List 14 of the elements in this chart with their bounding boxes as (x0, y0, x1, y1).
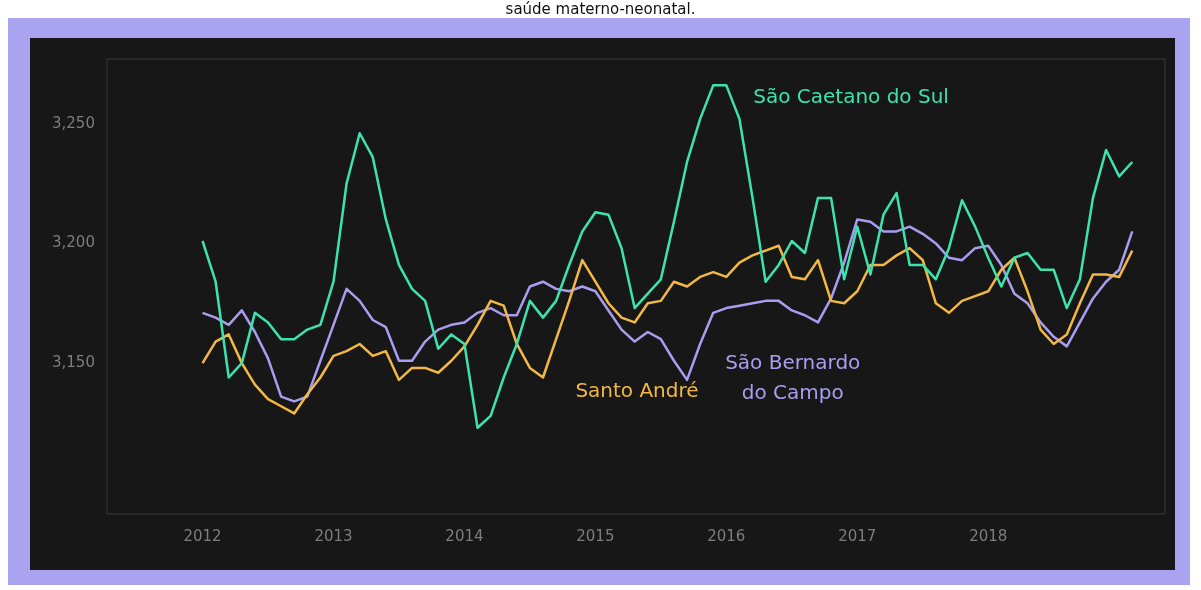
x-tick-label: 2014 (445, 526, 484, 545)
series-label: São Bernardo do Campo (725, 350, 861, 405)
x-tick-label: 2016 (707, 526, 746, 545)
y-tick-label: 3,250 (51, 113, 95, 132)
y-tick-label: 3,200 (51, 233, 95, 252)
y-tick-label: 3,150 (51, 353, 95, 372)
x-tick-label: 2018 (969, 526, 1008, 545)
chart-title: saúde materno-neonatal. (504, 0, 697, 18)
series-label: Santo André (575, 377, 699, 402)
x-tick-label: 2017 (838, 526, 877, 545)
x-tick-label: 2012 (183, 526, 222, 545)
x-tick-label: 2015 (576, 526, 615, 545)
series-label: São Caetano do Sul (753, 83, 949, 108)
x-tick-label: 2013 (314, 526, 353, 545)
